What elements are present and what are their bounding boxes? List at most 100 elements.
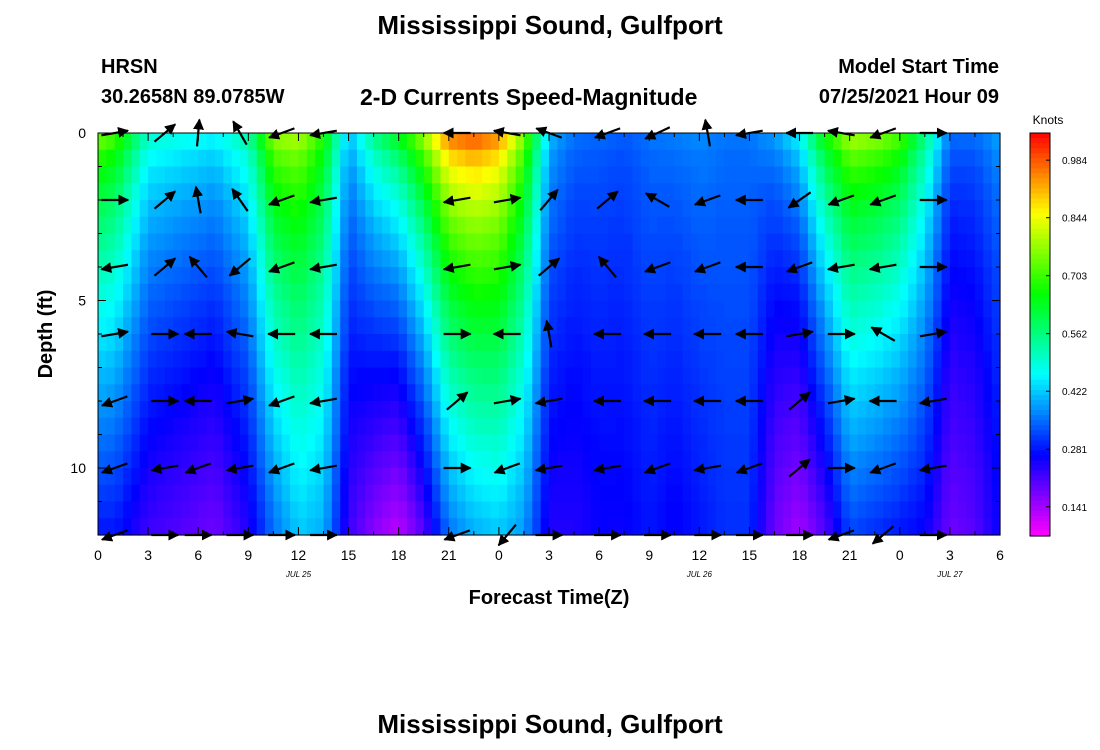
heatmap-cell (732, 434, 742, 452)
heatmap-cell (306, 417, 316, 436)
heatmap-cell (239, 501, 249, 519)
heatmap-cell (841, 267, 851, 285)
heatmap-cell (306, 334, 316, 352)
heatmap-cell (582, 283, 592, 302)
colorbar-segment (1030, 218, 1050, 225)
heatmap-cell (273, 434, 283, 452)
heatmap-cell (123, 334, 133, 352)
heatmap-cell (782, 233, 792, 251)
heatmap-cell (281, 417, 291, 436)
heatmap-cell (164, 166, 174, 184)
heatmap-cell (248, 501, 258, 519)
heatmap-cell (741, 267, 751, 285)
heatmap-cell (590, 166, 600, 184)
heatmap-cell (423, 216, 433, 235)
heatmap-cell (874, 216, 884, 235)
heatmap-cell (966, 501, 976, 519)
heatmap-cell (139, 200, 149, 218)
heatmap-cell (916, 434, 926, 452)
heatmap-cell (407, 367, 416, 385)
colorbar-segment (1030, 279, 1050, 285)
heatmap-cell (139, 283, 149, 302)
heatmap-cell (690, 133, 700, 151)
heatmap-cell (741, 384, 751, 402)
heatmap-cell (448, 267, 458, 285)
heatmap-cell (582, 300, 592, 318)
heatmap-cell (507, 468, 517, 486)
heatmap-cell (290, 484, 300, 503)
heatmap-cell (381, 300, 391, 318)
heatmap-cell (256, 367, 266, 385)
heatmap-cell (189, 451, 199, 469)
heatmap-cell (373, 183, 383, 201)
heatmap-cell (440, 350, 450, 369)
heatmap-cell (557, 468, 567, 486)
heatmap-cell (916, 300, 926, 318)
heatmap-cell (582, 518, 592, 536)
heatmap-cell (131, 267, 141, 285)
heatmap-cell (457, 350, 467, 369)
heatmap-cell (315, 267, 325, 285)
heatmap-cell (231, 300, 241, 318)
heatmap-cell (749, 283, 759, 302)
heatmap-cell (457, 250, 467, 268)
heatmap-cell (682, 350, 692, 369)
heatmap-cell (665, 384, 675, 402)
heatmap-cell (699, 216, 709, 235)
heatmap-cell (298, 484, 308, 503)
heatmap-cell (582, 317, 592, 335)
heatmap-cell (123, 367, 133, 385)
heatmap-cell (331, 166, 341, 184)
heatmap-cell (532, 300, 542, 318)
heatmap-cell (966, 350, 976, 369)
heatmap-cell (114, 484, 124, 503)
heatmap-cell (665, 317, 675, 335)
heatmap-cell (941, 434, 951, 452)
heatmap-cell (198, 283, 208, 302)
colorbar-segment (1030, 495, 1050, 502)
heatmap-cell (239, 149, 249, 168)
heatmap-cell (924, 183, 934, 201)
heatmap-cell (106, 468, 116, 486)
heatmap-cell (624, 216, 634, 235)
colorbar-segment (1030, 450, 1050, 456)
heatmap-cell (724, 317, 734, 335)
heatmap-cell (448, 283, 458, 302)
heatmap-cell (415, 334, 425, 352)
heatmap-cell (741, 300, 751, 318)
heatmap-cell (632, 451, 642, 469)
heatmap-cell (816, 434, 826, 452)
heatmap-cell (816, 300, 826, 318)
heatmap-cell (98, 317, 107, 335)
heatmap-cell (816, 250, 826, 268)
heatmap-cell (423, 518, 433, 536)
heatmap-cell (315, 216, 325, 235)
heatmap-cell (640, 468, 650, 486)
current-vector (309, 396, 337, 408)
heatmap-cell (766, 518, 776, 536)
heatmap-cell (966, 300, 976, 318)
heatmap-cell (198, 317, 208, 335)
heatmap-cell (582, 451, 592, 469)
heatmap-cell (181, 518, 191, 536)
heatmap-cell (331, 417, 341, 436)
colorbar-segment (1030, 344, 1050, 351)
colorbar-segment (1030, 148, 1050, 154)
heatmap-cell (924, 401, 934, 419)
heatmap-cell (791, 216, 801, 235)
heatmap-cell (699, 183, 709, 201)
heatmap-cell (899, 267, 909, 285)
current-vector (869, 194, 897, 207)
heatmap-cell (607, 401, 617, 419)
heatmap-cell (473, 417, 483, 436)
heatmap-cell (123, 149, 133, 168)
heatmap-cell (958, 434, 968, 452)
heatmap-cell (891, 200, 901, 218)
heatmap-cell (991, 367, 1001, 385)
heatmap-cell (724, 468, 734, 486)
heatmap-cell (707, 149, 717, 168)
heatmap-cell (432, 350, 442, 369)
current-vector (786, 327, 814, 339)
colorbar-segment (1030, 274, 1050, 280)
heatmap-cell (131, 334, 141, 352)
